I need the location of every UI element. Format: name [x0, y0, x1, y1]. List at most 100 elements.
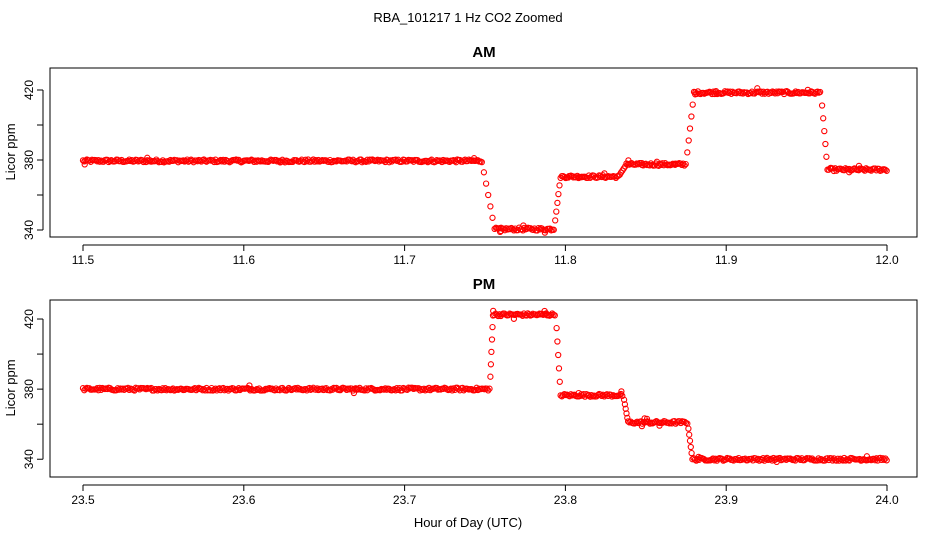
data-point	[863, 453, 871, 460]
data-point	[688, 113, 695, 120]
data-point	[685, 137, 692, 144]
data-point	[488, 348, 495, 356]
y-axis: 340 380 420	[22, 80, 44, 240]
y-tick-label: 420	[22, 309, 36, 329]
data-point	[485, 387, 492, 394]
data-point	[804, 86, 811, 94]
data-points	[79, 307, 890, 466]
data-point	[842, 165, 849, 172]
data-point	[611, 173, 618, 180]
data-point	[821, 127, 828, 135]
data-point	[689, 101, 696, 108]
data-point	[154, 387, 161, 394]
data-point	[470, 155, 478, 162]
data-point	[643, 415, 651, 423]
data-point	[818, 102, 826, 109]
data-point	[486, 385, 493, 392]
data-point	[638, 161, 646, 169]
data-point	[816, 88, 824, 96]
x-tick-label: 23.5	[71, 493, 95, 507]
data-point	[561, 390, 568, 398]
data-point	[575, 389, 582, 397]
panel-title: AM	[472, 44, 495, 61]
data-point	[488, 336, 496, 343]
data-point	[575, 173, 583, 181]
x-axis-label: Hour of Day (UTC)	[414, 515, 522, 530]
x-tick-label: 24.0	[875, 493, 899, 507]
data-point	[613, 392, 621, 400]
x-tick-label: 11.5	[72, 253, 95, 267]
x-axis: 11.5 11.6 11.7 11.8 11.9 12.0	[72, 244, 899, 267]
data-point	[520, 222, 527, 229]
data-point	[483, 385, 491, 392]
x-tick-label: 11.7	[393, 253, 416, 267]
data-points	[79, 85, 890, 236]
data-point	[350, 389, 358, 397]
data-point	[684, 149, 691, 156]
data-point	[883, 457, 890, 464]
data-point	[578, 173, 585, 180]
data-point	[553, 324, 560, 332]
data-point	[144, 154, 151, 161]
data-point	[480, 169, 488, 176]
y-tick-label: 380	[22, 379, 36, 399]
data-point	[846, 169, 853, 176]
data-point	[510, 315, 518, 322]
y-axis-label: Licor ppm	[3, 359, 18, 416]
data-point	[623, 410, 630, 417]
data-point	[556, 378, 563, 385]
data-point	[814, 88, 821, 95]
data-point	[641, 415, 648, 422]
data-point	[638, 422, 646, 430]
data-point	[618, 388, 625, 395]
data-point	[883, 167, 890, 174]
data-point	[686, 437, 694, 444]
data-point	[688, 449, 695, 457]
data-point	[869, 455, 877, 463]
data-point	[820, 115, 827, 122]
data-point	[585, 391, 592, 399]
y-tick-label: 420	[22, 80, 36, 100]
data-point	[277, 159, 284, 166]
data-point	[246, 382, 253, 389]
data-point	[541, 229, 549, 236]
y-axis-label: Licor ppm	[3, 123, 18, 180]
data-point	[624, 418, 632, 425]
panel-pm: PM Licor ppm 23.5 23.6 23.7 23.8 23.9 24.0 34…	[3, 276, 918, 507]
panel-am: AM Licor ppm 11.5 11.6 11.7 11.8 11.9 12.0 34…	[3, 44, 918, 267]
data-point	[487, 203, 494, 210]
data-point	[496, 228, 504, 236]
data-point	[482, 180, 490, 187]
data-point	[556, 182, 563, 189]
data-point	[603, 391, 611, 398]
data-point	[478, 158, 485, 166]
data-point	[824, 455, 831, 462]
data-point	[827, 164, 834, 172]
data-point	[687, 443, 694, 451]
data-point	[620, 396, 628, 403]
data-point	[692, 91, 699, 98]
data-point	[541, 307, 548, 315]
x-tick-label: 23.8	[554, 493, 578, 507]
data-point	[554, 199, 561, 207]
data-point	[553, 208, 560, 215]
data-point	[353, 386, 361, 393]
data-point	[682, 160, 689, 168]
data-point	[489, 214, 496, 221]
data-point	[678, 161, 685, 169]
data-point	[633, 418, 641, 425]
x-tick-label: 12.0	[875, 253, 899, 267]
data-point	[711, 457, 718, 464]
data-point	[266, 384, 273, 392]
data-point	[712, 87, 720, 95]
plot-frame	[49, 299, 918, 478]
data-point	[490, 307, 497, 315]
data-point	[337, 386, 344, 393]
data-point	[81, 161, 88, 168]
x-tick-label: 11.8	[554, 253, 577, 267]
data-point	[601, 170, 608, 177]
data-point	[495, 312, 502, 320]
panel-title: PM	[473, 276, 496, 293]
data-point	[489, 323, 496, 331]
